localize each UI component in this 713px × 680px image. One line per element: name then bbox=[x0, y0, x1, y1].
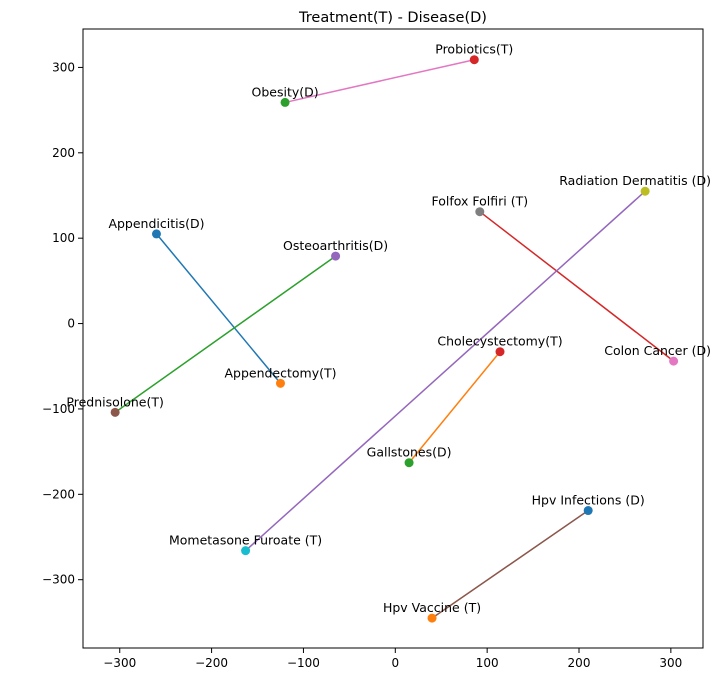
point-label: Mometasone Furoate (T) bbox=[169, 533, 322, 548]
x-tick-label: −300 bbox=[103, 656, 136, 670]
data-point bbox=[275, 378, 285, 388]
y-tick-label: −300 bbox=[42, 573, 75, 587]
point-label: Hpv Infections (D) bbox=[532, 493, 645, 508]
data-point bbox=[280, 97, 290, 107]
y-tick-label: 200 bbox=[52, 146, 75, 160]
chart-title: Treatment(T) - Disease(D) bbox=[298, 10, 487, 26]
connector-line bbox=[408, 351, 501, 464]
x-tick-label: −200 bbox=[195, 656, 228, 670]
point-label: Obesity(D) bbox=[252, 84, 319, 99]
connector-line bbox=[479, 211, 675, 362]
plot-area: Appendicitis(D) Appendectomy(T) Cholecyste… bbox=[66, 42, 711, 623]
y-tick-label: −200 bbox=[42, 487, 75, 501]
connector-line bbox=[284, 59, 475, 104]
connector-line bbox=[245, 190, 646, 552]
point-label: Folfox Folfiri (T) bbox=[431, 194, 528, 209]
connector-line bbox=[431, 509, 589, 619]
x-tick-label: 0 bbox=[391, 656, 399, 670]
data-point bbox=[669, 356, 679, 366]
data-point bbox=[331, 251, 341, 261]
data-point bbox=[583, 506, 593, 516]
connector-line bbox=[114, 255, 337, 413]
point-label: Radiation Dermatitis (D) bbox=[559, 173, 711, 188]
x-tick-label: 100 bbox=[476, 656, 499, 670]
y-tick-label: 100 bbox=[52, 231, 75, 245]
point-label: Appendectomy(T) bbox=[224, 365, 336, 380]
point-label: Probiotics(T) bbox=[435, 42, 513, 57]
point-label: Osteoarthritis(D) bbox=[283, 238, 388, 253]
point-label: Prednisolone(T) bbox=[66, 394, 164, 409]
point-label: Appendicitis(D) bbox=[108, 216, 204, 231]
y-tick-label: 0 bbox=[67, 317, 75, 331]
data-point bbox=[404, 458, 414, 468]
y-tick-label: −100 bbox=[42, 402, 75, 416]
point-label: Cholecystectomy(T) bbox=[437, 334, 562, 349]
x-tick-label: 200 bbox=[568, 656, 591, 670]
point-label: Hpv Vaccine (T) bbox=[383, 600, 481, 615]
point-label: Gallstones(D) bbox=[367, 445, 452, 460]
data-point bbox=[475, 207, 485, 217]
x-tick-label: −100 bbox=[287, 656, 320, 670]
connector-line bbox=[155, 233, 282, 384]
data-point bbox=[427, 613, 437, 623]
data-point bbox=[110, 407, 120, 417]
data-point bbox=[151, 229, 161, 239]
data-point bbox=[640, 186, 650, 196]
x-tick-label: 300 bbox=[659, 656, 682, 670]
data-point bbox=[241, 546, 251, 556]
data-point bbox=[469, 55, 479, 65]
point-label: Colon Cancer (D) bbox=[604, 343, 711, 358]
data-point bbox=[495, 347, 505, 357]
plot-frame bbox=[82, 28, 704, 649]
y-tick-label: 300 bbox=[52, 60, 75, 74]
